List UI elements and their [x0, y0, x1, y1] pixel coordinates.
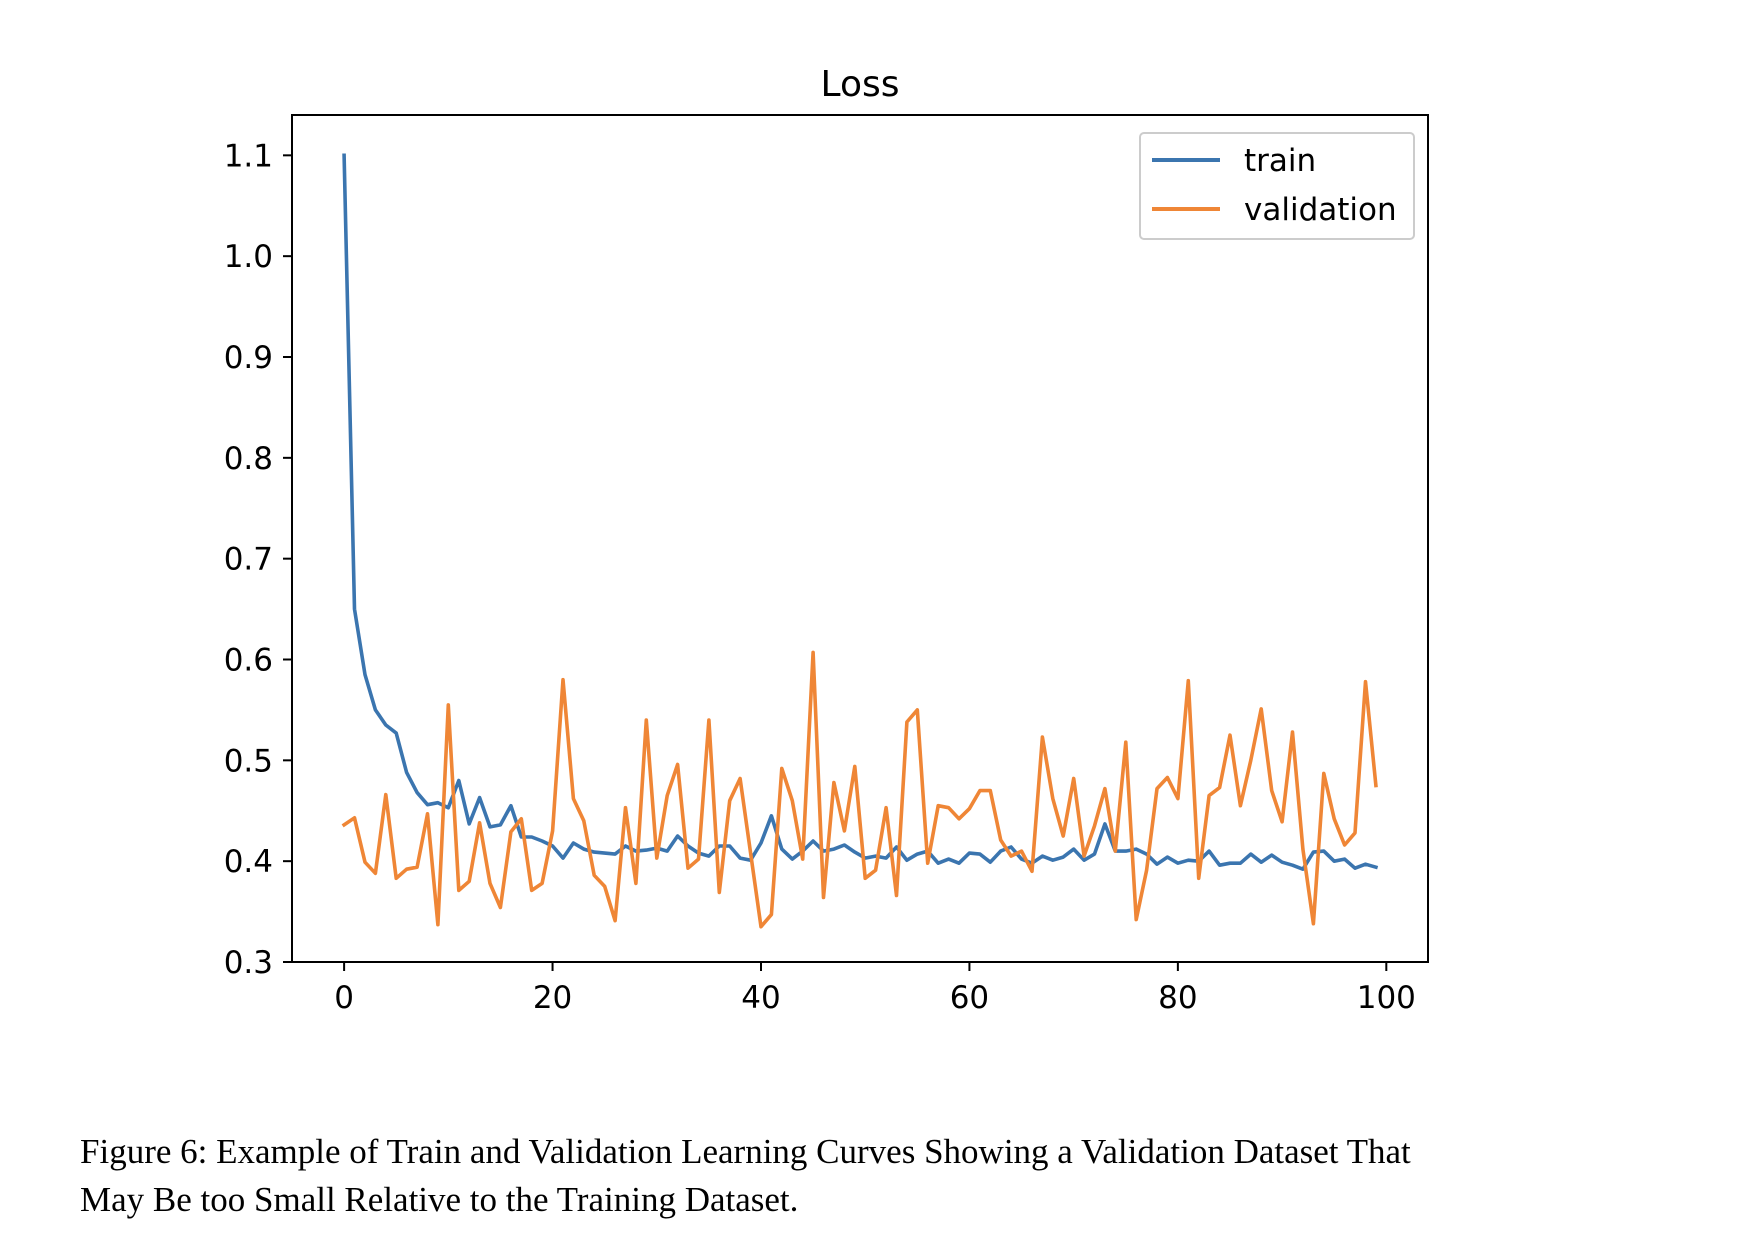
legend: train validation [1139, 132, 1415, 240]
y-tick-label: 0.9 [224, 340, 273, 376]
plot-area: 0 20 40 60 80 100 0.3 0.4 0.5 0.6 0.7 0.8 0.9 1.0 1.1 [224, 114, 1429, 1016]
y-tick-label: 0.4 [224, 844, 273, 880]
y-tick-label: 0.5 [224, 743, 273, 779]
y-tick-label: 1.1 [224, 138, 273, 174]
y-tick-label: 0.7 [224, 542, 273, 578]
chart-title: Loss [821, 64, 900, 105]
y-tick-label: 1.0 [224, 239, 273, 275]
legend-label-train: train [1244, 143, 1316, 179]
plot-frame [291, 114, 1429, 963]
x-tick-label: 40 [741, 980, 780, 1016]
x-tick-label: 80 [1158, 980, 1197, 1016]
figure-caption: Figure 6: Example of Train and Validatio… [80, 1128, 1680, 1224]
y-tick-label: 0.6 [224, 643, 273, 679]
x-tick-label: 60 [950, 980, 989, 1016]
legend-label-validation: validation [1244, 192, 1397, 228]
x-tick-label: 100 [1357, 980, 1416, 1016]
caption-line-2: May Be too Small Relative to the Trainin… [80, 1180, 799, 1219]
x-tick-label: 0 [334, 980, 354, 1016]
series-line-train [342, 153, 1379, 872]
x-tick-label: 20 [533, 980, 572, 1016]
loss-chart: Loss 0 20 40 60 80 100 0.3 0.4 0.5 0.6 0.7 0.8 0.9 1.… [224, 64, 1429, 1016]
y-tick-label: 0.3 [224, 945, 273, 981]
caption-line-1: Figure 6: Example of Train and Validatio… [80, 1132, 1411, 1171]
series-line-validation [341, 650, 1378, 929]
y-tick-label: 0.8 [224, 441, 273, 477]
loss-chart-figure: Loss 0 20 40 60 80 100 0.3 0.4 0.5 0.6 0.7 0.8 0.9 1.… [224, 64, 1429, 1016]
